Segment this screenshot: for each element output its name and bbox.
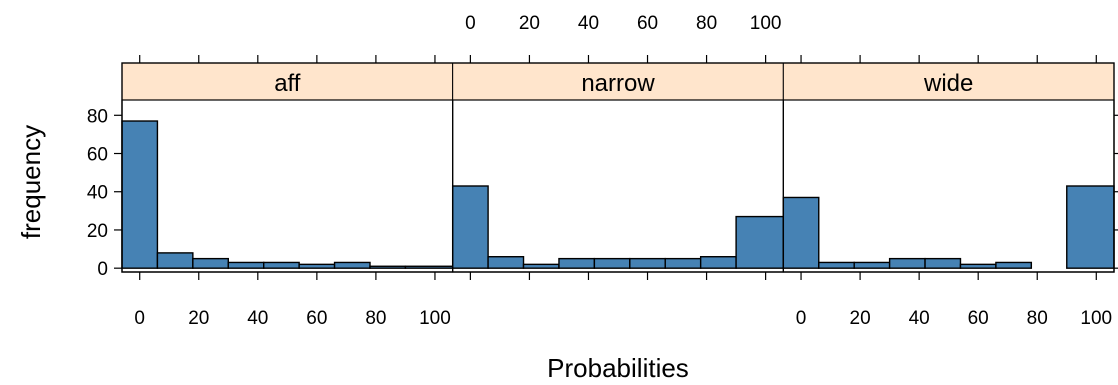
axes-layer: 0 20 40 60 80 0 20 40 60 80 100 0 20 40 60 80 100 0 20 40 60…	[87, 13, 1118, 329]
y-tick-label-20: 20	[87, 221, 108, 242]
bar-aff-2	[192, 257, 229, 269]
strip-label-aff: aff	[274, 70, 301, 97]
y-axis-title: frequency	[16, 125, 46, 239]
outer-frame	[121, 62, 1115, 273]
x-tick-label-top-narrow-20: 20	[519, 13, 540, 34]
x-tick-label-bottom-wide-0: 0	[796, 308, 807, 329]
bar-aff-8	[404, 265, 454, 269]
x-tick-label-bottom-wide-40: 40	[909, 308, 930, 329]
panels-layer: aff narrow wide	[121, 62, 1115, 273]
bar-aff-0	[121, 120, 159, 269]
bar-aff-3	[227, 261, 265, 269]
x-tick-label-bottom-aff-60: 60	[306, 308, 327, 329]
panel-aff: aff	[121, 62, 454, 273]
panel-narrow: narrow	[451, 62, 785, 273]
y-tick-label-0: 0	[97, 259, 108, 280]
bar-aff-6	[333, 261, 371, 269]
bar-aff-1	[156, 252, 194, 269]
y-tick-label-60: 60	[87, 145, 108, 166]
panel-frame-wide	[782, 99, 1115, 273]
bar-wide-4	[924, 257, 962, 269]
bar-wide-8	[1066, 185, 1115, 269]
bar-wide-1	[818, 261, 855, 269]
bar-narrow-2	[522, 263, 560, 269]
bar-wide-2	[853, 261, 891, 269]
x-tick-label-bottom-wide-80: 80	[1027, 308, 1048, 329]
bar-narrow-4	[593, 257, 631, 269]
x-tick-label-bottom-wide-60: 60	[968, 308, 989, 329]
x-tick-label-top-narrow-80: 80	[696, 13, 717, 34]
bar-narrow-7	[699, 256, 737, 269]
strip-label-narrow: narrow	[581, 70, 655, 97]
x-tick-label-bottom-aff-20: 20	[188, 308, 209, 329]
panel-frame-narrow	[452, 99, 784, 273]
x-tick-label-bottom-aff-0: 0	[134, 308, 145, 329]
bar-narrow-5	[629, 257, 666, 269]
y-tick-label-40: 40	[87, 183, 108, 204]
bar-narrow-6	[664, 257, 702, 269]
x-tick-label-top-narrow-100: 100	[750, 13, 782, 34]
bar-narrow-3	[558, 257, 596, 269]
x-tick-label-bottom-aff-40: 40	[247, 308, 268, 329]
x-tick-label-bottom-wide-20: 20	[850, 308, 871, 329]
bar-wide-6	[995, 261, 1033, 269]
bar-narrow-1	[487, 256, 525, 269]
bar-wide-5	[959, 263, 997, 269]
strip-narrow	[452, 62, 784, 101]
x-tick-label-bottom-aff-100: 100	[419, 308, 451, 329]
x-tick-label-bottom-aff-80: 80	[365, 308, 386, 329]
bar-aff-4	[263, 261, 300, 269]
y-tick-label-80: 80	[87, 106, 108, 127]
x-tick-label-bottom-wide-100: 100	[1080, 308, 1112, 329]
panel-frame-aff	[121, 99, 454, 273]
bar-aff-7	[369, 265, 407, 269]
x-tick-label-top-narrow-40: 40	[578, 13, 599, 34]
panel-wide: wide	[782, 62, 1115, 273]
bar-narrow-0	[451, 185, 489, 269]
bar-narrow-8	[735, 215, 785, 269]
bar-aff-5	[298, 263, 336, 269]
x-tick-label-top-narrow-60: 60	[637, 13, 658, 34]
bar-wide-0	[782, 196, 820, 269]
x-axis-title: Probabilities	[547, 353, 689, 383]
bar-wide-3	[888, 257, 926, 269]
x-tick-label-top-narrow-0: 0	[465, 13, 476, 34]
strip-label-wide: wide	[923, 70, 973, 97]
strip-aff	[121, 62, 454, 101]
